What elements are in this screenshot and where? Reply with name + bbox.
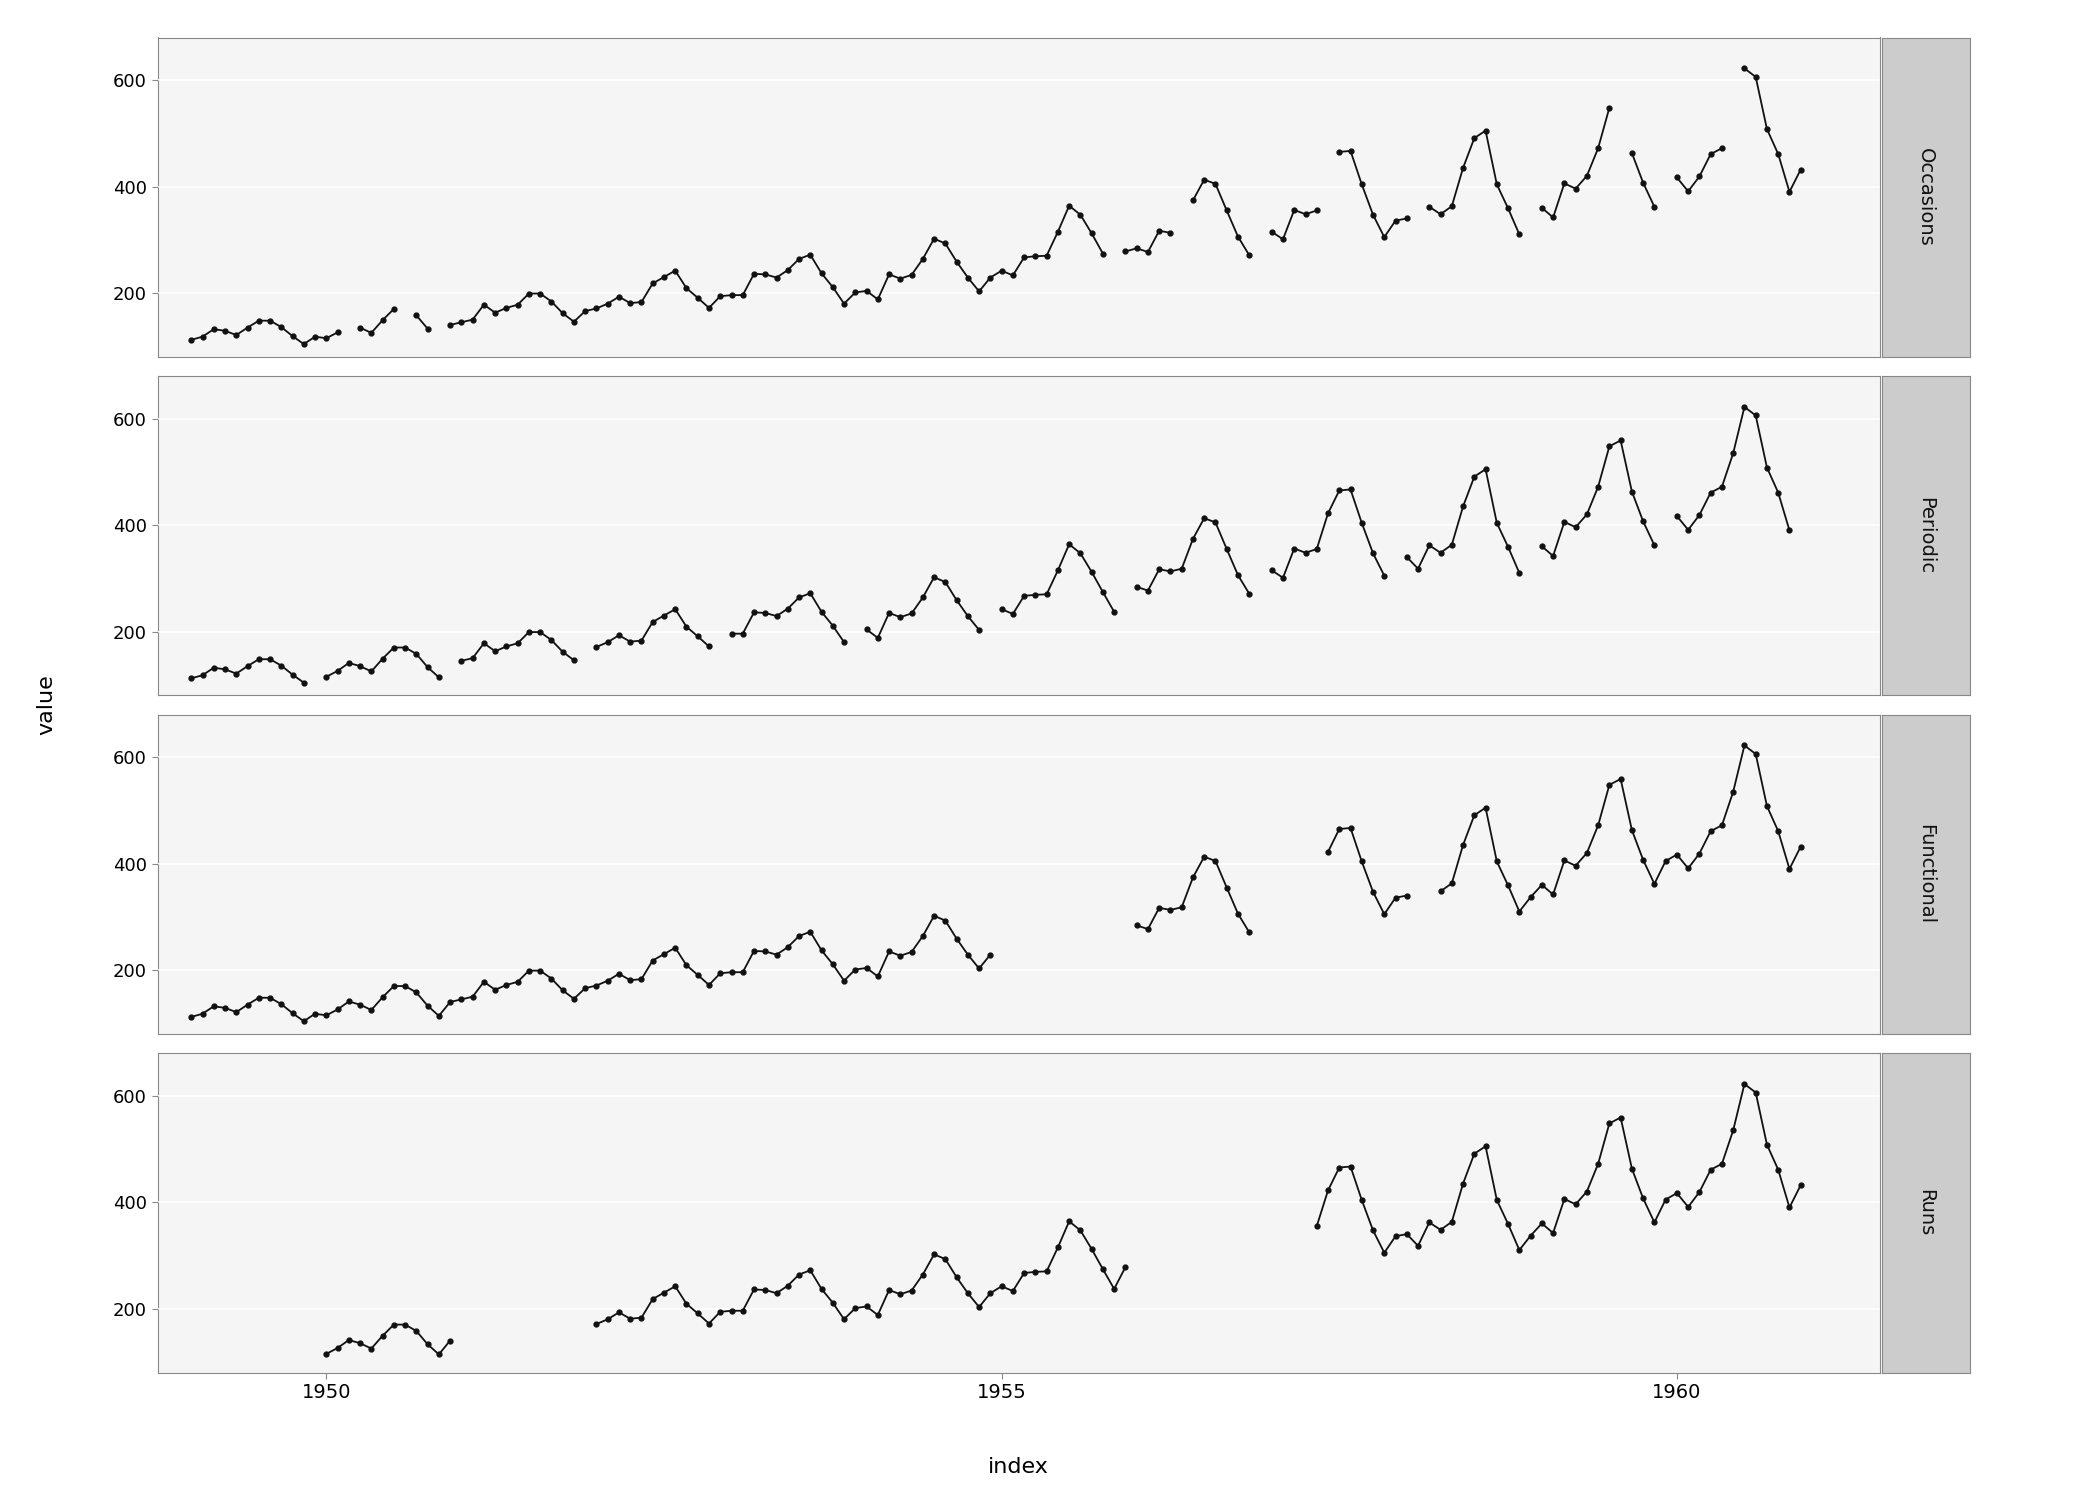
Text: Periodic: Periodic xyxy=(1915,496,1936,574)
Text: index: index xyxy=(989,1456,1048,1478)
Text: Occasions: Occasions xyxy=(1915,148,1936,246)
Text: Runs: Runs xyxy=(1915,1190,1936,1236)
Text: value: value xyxy=(36,675,57,735)
Text: Functional: Functional xyxy=(1915,824,1936,924)
